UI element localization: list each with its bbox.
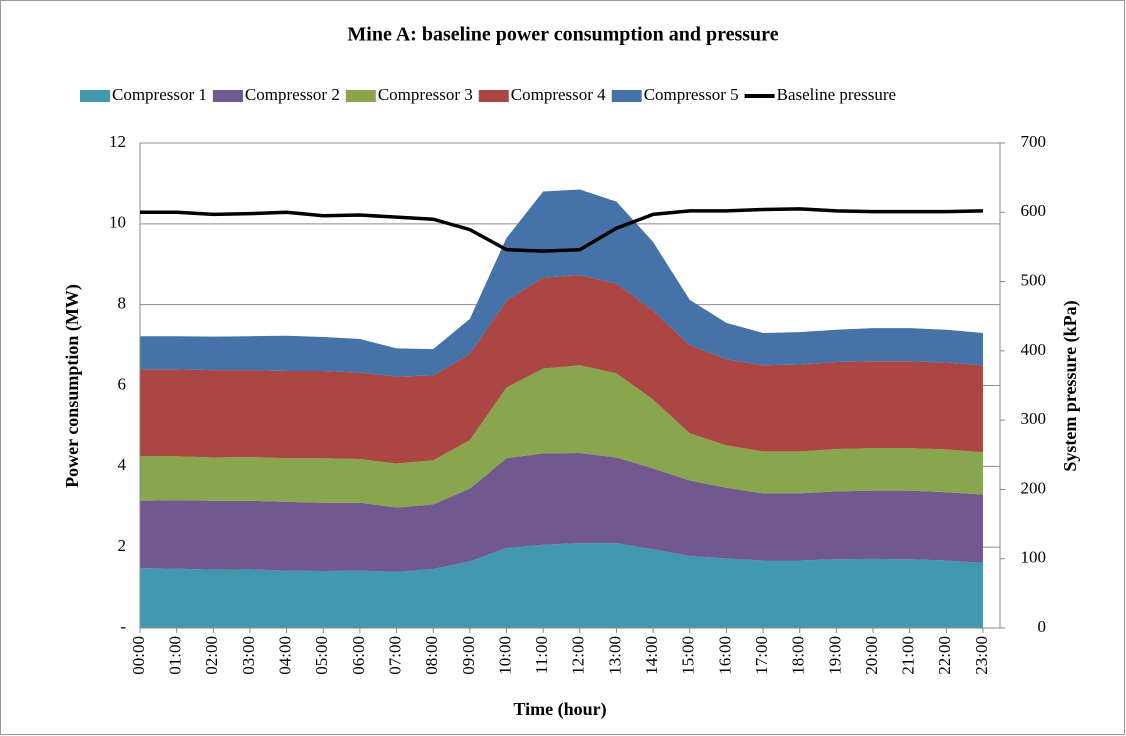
legend-swatch [611, 90, 642, 102]
x-tick-label: 09:00 [459, 636, 478, 675]
x-tick-label: 15:00 [679, 636, 698, 675]
y-tick-label: 12 [109, 132, 126, 151]
x-tick-label: 16:00 [715, 636, 734, 675]
x-tick-label: 19:00 [825, 636, 844, 675]
y-tick-label: 4 [118, 455, 127, 474]
x-tick-label: 05:00 [312, 636, 331, 675]
x-tick-label: 21:00 [899, 636, 918, 675]
line [140, 207, 983, 253]
y2-tick-label: 0 [1038, 617, 1047, 636]
x-tick-label: 14:00 [642, 636, 661, 675]
y2-tick-label: 100 [1021, 548, 1047, 567]
area [140, 452, 983, 572]
y-tick-label: - [120, 617, 126, 636]
y-tick-label: 2 [118, 536, 127, 555]
x-tick-label: 08:00 [422, 636, 441, 675]
x-tick-label: 10:00 [495, 636, 514, 675]
legend-swatch [212, 90, 243, 102]
y2-tick-label: 700 [1021, 132, 1047, 151]
x-tick-label: 22:00 [935, 636, 954, 675]
legend-swatch [80, 90, 110, 102]
y2-axis-title: System pressure (kPa) [1060, 300, 1081, 471]
legend-swatch [478, 90, 509, 102]
x-tick-label: 02:00 [202, 636, 221, 675]
legend-label: Compressor 2 [245, 85, 340, 104]
x-tick-label: 20:00 [862, 636, 881, 675]
x-tick-label: 13:00 [605, 636, 624, 675]
legend-label: Compressor 3 [378, 85, 473, 104]
legend-label: Baseline pressure [777, 85, 896, 104]
legend-label: Compressor 1 [112, 85, 207, 104]
y-tick-label: 8 [118, 294, 127, 313]
x-tick-label: 18:00 [789, 636, 808, 675]
x-tick-label: 03:00 [239, 636, 258, 675]
y-axis-title: Power consumption (MW) [62, 284, 83, 488]
x-tick-label: 12:00 [569, 636, 588, 675]
x-axis-title: Time (hour) [513, 699, 606, 720]
x-tick-label: 01:00 [166, 636, 185, 675]
x-tick-label: 11:00 [532, 636, 551, 674]
x-tick-label: 00:00 [129, 636, 148, 675]
y-tick-label: 10 [109, 213, 126, 232]
y2-tick-label: 300 [1021, 409, 1047, 428]
y2-tick-label: 200 [1021, 478, 1047, 497]
x-tick-label: 23:00 [972, 636, 991, 675]
legend-label: Compressor 4 [511, 85, 606, 104]
x-tick-label: 04:00 [276, 636, 295, 675]
y-tick-label: 6 [118, 374, 127, 393]
area [140, 365, 983, 508]
y2-tick-label: 600 [1021, 201, 1047, 220]
area [140, 275, 983, 464]
area [140, 543, 983, 628]
area [140, 189, 983, 377]
x-tick-label: 17:00 [752, 636, 771, 675]
y2-tick-label: 500 [1021, 270, 1047, 289]
x-tick-label: 06:00 [349, 636, 368, 675]
legend-swatch [345, 90, 376, 102]
chart-title: Mine A: baseline power consumption and p… [347, 24, 778, 46]
legend-label: Compressor 5 [644, 85, 739, 104]
y2-tick-label: 400 [1021, 340, 1047, 359]
x-tick-label: 07:00 [385, 636, 404, 675]
